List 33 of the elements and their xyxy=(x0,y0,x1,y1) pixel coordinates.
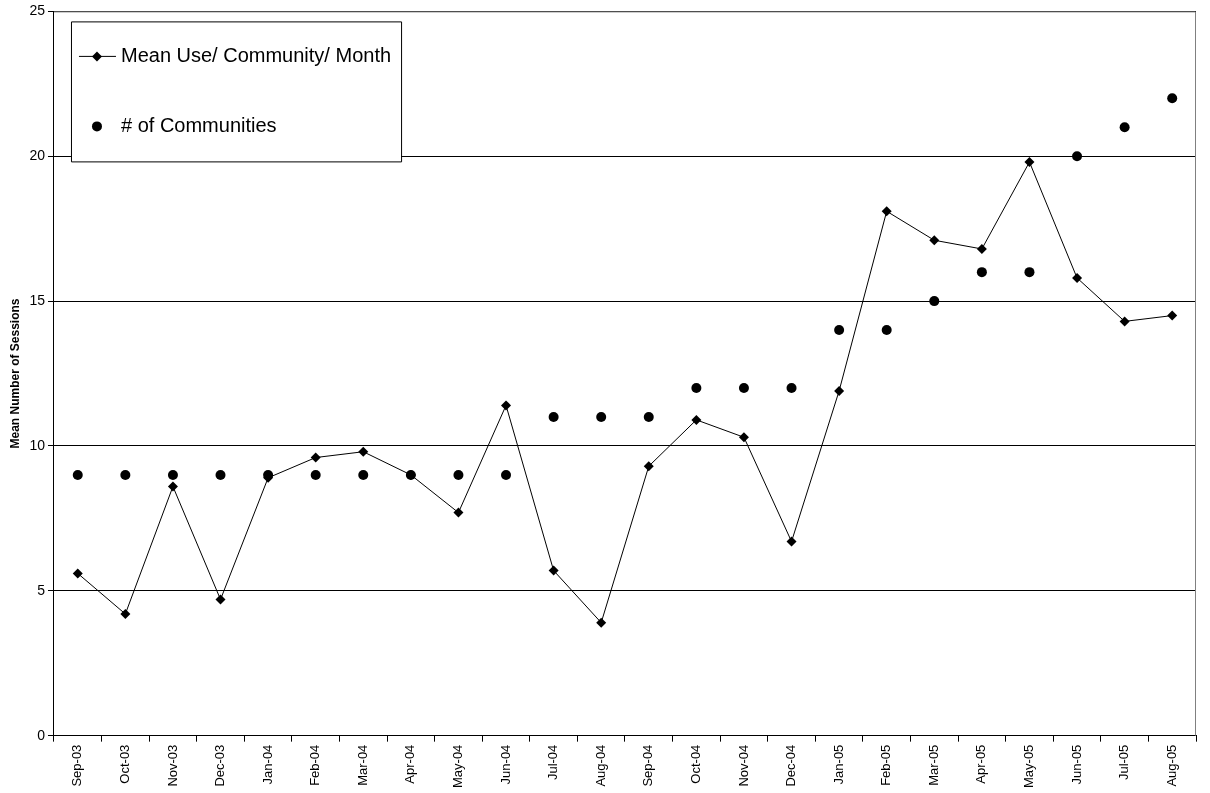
x-tick-label: Aug-04 xyxy=(592,744,608,787)
y-tick-label: 25 xyxy=(29,2,46,19)
x-tick-label: Dec-04 xyxy=(783,744,799,787)
x-tick-label: Feb-04 xyxy=(307,744,323,786)
y-tick-label: 15 xyxy=(29,291,46,308)
x-tick-label: Oct-03 xyxy=(116,744,132,784)
legend-label: # of Communities xyxy=(120,113,277,136)
x-tick-label: Dec-03 xyxy=(212,744,228,787)
x-tick-label: Nov-03 xyxy=(164,744,180,787)
x-tick-label: Jan-05 xyxy=(830,744,846,785)
legend-label: Mean Use/ Community/ Month xyxy=(120,43,392,66)
x-tick-label: Aug-05 xyxy=(1163,744,1179,787)
y-tick-label: 0 xyxy=(37,726,46,743)
x-tick-label: Jan-04 xyxy=(259,744,275,785)
x-tick-label: Apr-04 xyxy=(402,744,418,784)
x-tick-label: Sep-03 xyxy=(69,744,85,787)
y-tick-label: 10 xyxy=(29,436,46,453)
x-tick-label: Nov-04 xyxy=(735,744,751,787)
x-tick-label: Jun-05 xyxy=(1068,744,1084,785)
x-tick-label: Feb-05 xyxy=(878,744,894,786)
x-tick-label: Mar-05 xyxy=(925,744,941,786)
x-tick-label: Jun-04 xyxy=(497,744,513,785)
x-tick-label: Jul-05 xyxy=(1116,744,1132,781)
y-tick-label: 20 xyxy=(29,147,46,164)
x-tick-label: Apr-05 xyxy=(973,744,989,784)
x-tick-label: May-04 xyxy=(450,744,466,789)
y-tick-label: 5 xyxy=(37,581,46,598)
x-tick-label: May-05 xyxy=(1021,744,1037,789)
x-tick-label: Mar-04 xyxy=(354,744,370,786)
x-tick-label: Jul-04 xyxy=(545,744,561,781)
x-tick-label: Sep-04 xyxy=(640,744,656,787)
x-tick-label: Oct-04 xyxy=(687,744,703,784)
y-axis-title: Mean Number of Sessions xyxy=(7,298,22,449)
